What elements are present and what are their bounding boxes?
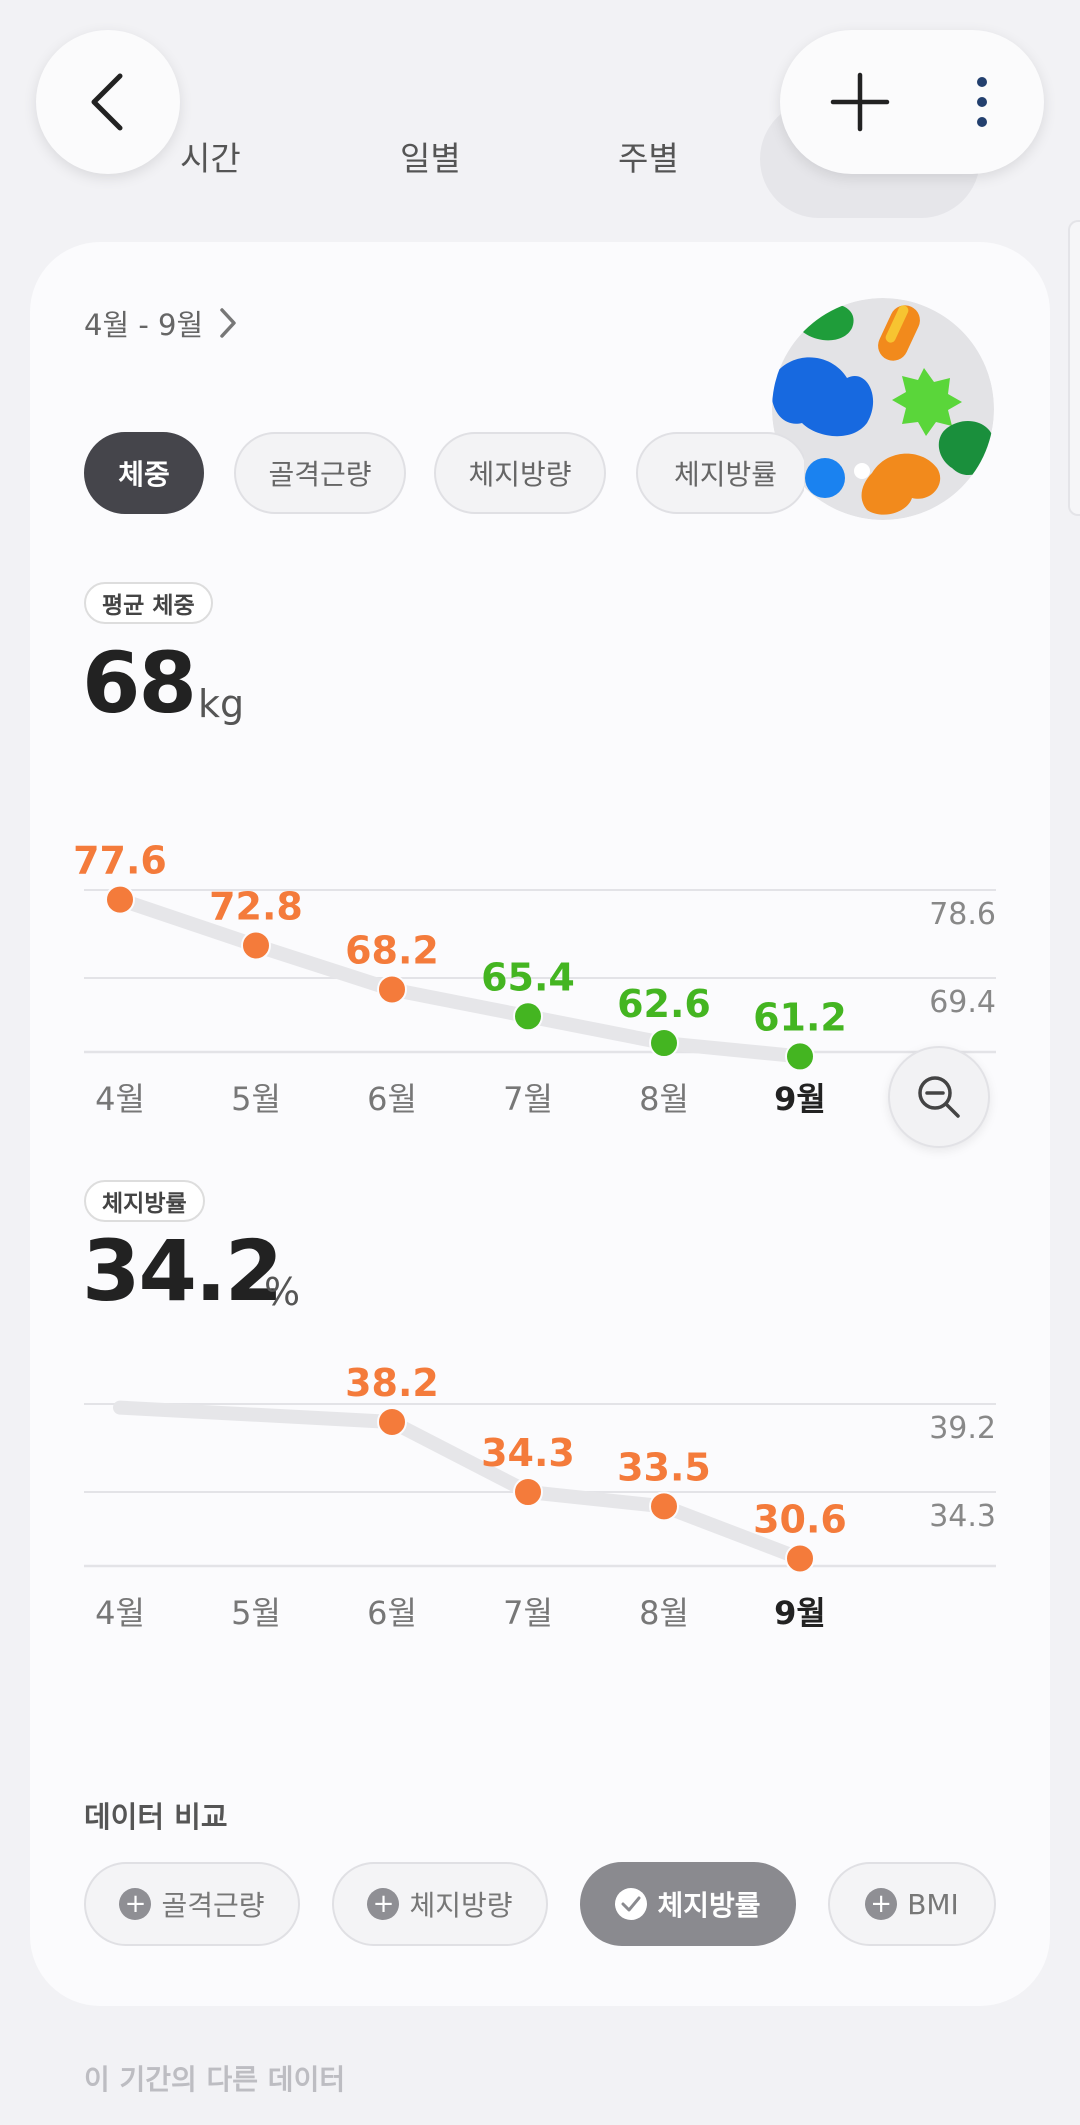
data-point[interactable] [105,884,135,915]
weight-value: 68 [82,634,197,732]
date-range-selector[interactable]: 4월 - 9월 [84,302,239,344]
data-point[interactable] [649,1491,679,1522]
data-point[interactable] [649,1028,679,1059]
body-fat-rate-value: 34.2 [82,1222,283,1320]
x-tick-label: 9월 [774,1080,826,1118]
gridline-label: 34.3 [929,1499,996,1534]
data-label: 68.2 [345,928,439,972]
average-weight-badge: 평균 체중 [84,582,213,624]
compare-chip-bmi[interactable]: + BMI [828,1862,996,1946]
compare-chip-skeletal-muscle[interactable]: + 골격근량 [84,1862,300,1946]
action-pill [780,30,1044,174]
data-point[interactable] [377,974,407,1005]
data-label: 34.3 [481,1431,575,1475]
data-label: 30.6 [753,1497,847,1541]
more-options-button[interactable] [952,62,1012,142]
more-vertical-icon [977,77,987,127]
data-point[interactable] [513,1477,543,1507]
tab-weight[interactable]: 체중 [84,432,204,514]
tab-body-fat-rate[interactable]: 체지방률 [636,432,804,514]
x-tick-label: 4월 [95,1594,145,1632]
weight-trend-card: 4월 - 9월 체중 골격근량 체지방량 체지방률 평균 체중 68 kg 78… [30,242,1050,2006]
x-tick-label: 8월 [639,1594,689,1632]
data-label: 33.5 [617,1445,711,1489]
chevron-right-icon [220,308,236,338]
x-tick-label: 6월 [367,1080,417,1118]
x-tick-label: 4월 [95,1080,145,1118]
plus-icon [830,72,890,132]
plus-icon: + [367,1888,400,1920]
body-fat-rate-badge: 체지방률 [84,1180,205,1222]
x-tick-label: 8월 [639,1080,689,1118]
data-label: 62.6 [617,982,711,1026]
data-label: 61.2 [753,995,847,1039]
x-tick-label: 9월 [774,1594,826,1632]
plus-icon: + [865,1888,898,1920]
decorative-illustration [772,298,994,520]
tab-daily[interactable]: 일별 [400,139,461,178]
body-fat-rate-line-chart: 39.2 34.3 38.2 34.3 33.5 30.6 4월 5월 6월 7월 8월 9월 [84,1361,996,1632]
date-range-label: 4월 - 9월 [84,308,204,342]
side-panel-edge [1068,220,1080,516]
period-tabs: 시간 일별 주별 [0,120,1080,220]
check-icon [615,1888,648,1920]
body-fat-rate-unit: % [264,1270,301,1314]
metric-tabs: 체중 골격근량 체지방량 체지방률 [84,430,804,520]
data-point[interactable] [785,1543,815,1574]
data-label: 77.6 [73,839,167,883]
zoom-out-button[interactable] [888,1046,990,1148]
other-data-heading: 이 기간의 다른 데이터 [84,2063,346,2096]
plus-icon: + [119,1888,152,1920]
tab-body-fat-mass[interactable]: 체지방량 [434,432,606,514]
data-point[interactable] [241,930,271,961]
compare-chip-body-fat-mass[interactable]: + 체지방량 [332,1862,548,1946]
chevron-left-icon [91,73,123,131]
zoom-out-icon [918,1076,960,1118]
data-point[interactable] [377,1406,407,1437]
x-tick-label: 5월 [231,1594,281,1632]
x-tick-label: 5월 [231,1080,281,1118]
data-label: 38.2 [345,1361,439,1405]
data-point[interactable] [513,1001,543,1032]
gridline-label: 78.6 [929,897,996,932]
x-tick-label: 7월 [503,1594,553,1632]
gridline-label: 69.4 [929,985,996,1020]
data-label: 65.4 [481,955,575,999]
chip-label: 체지방량 [409,1889,513,1922]
data-point[interactable] [785,1041,815,1072]
compare-data-title: 데이터 비교 [84,1800,228,1834]
tab-skeletal-muscle[interactable]: 골격근량 [234,432,406,514]
tab-hourly[interactable]: 시간 [180,139,241,178]
gridline-label: 39.2 [929,1411,996,1446]
tab-weekly[interactable]: 주별 [618,139,679,178]
back-button[interactable] [36,30,180,174]
weight-line-chart: 78.6 69.4 77.6 72.8 68.2 65.4 62.6 61.2 4월 5월 6월 7월… [73,839,996,1118]
compare-chip-body-fat-rate[interactable]: 체지방률 [580,1862,796,1946]
add-button[interactable] [820,62,900,142]
x-tick-label: 7월 [503,1080,553,1118]
weight-unit: kg [198,682,245,726]
chip-label: 체지방률 [657,1889,761,1922]
x-tick-label: 6월 [367,1594,417,1632]
chip-label: BMI [907,1887,959,1921]
trend-line [113,892,807,1064]
data-label: 72.8 [209,884,303,928]
chip-label: 골격근량 [161,1889,265,1922]
